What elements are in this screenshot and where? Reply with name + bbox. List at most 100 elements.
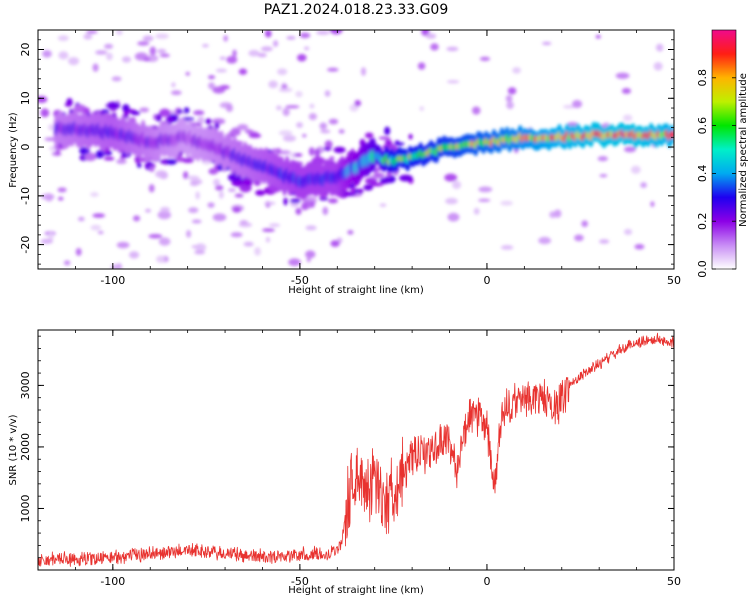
colorbar-ticks: 0.0 0.2 0.4 0.6 0.8 [696,69,736,278]
spectrogram-cell [202,44,209,48]
spectrogram-cell [92,63,99,72]
spectrogram-cell [399,174,413,182]
spectrogram-cell [444,173,458,182]
spectrogram-cell [303,46,310,51]
spectrogram-cell [228,188,236,192]
spectrogram-cell [183,107,190,114]
spectrogram-cell [387,145,398,149]
spectrogram-cell [208,75,216,80]
spectrogram-cell [73,104,87,113]
spectrogram-cell [446,46,459,52]
spectrogram-cell [319,122,328,130]
x-tick-label: -50 [291,274,309,287]
snr-plot-area [38,330,674,570]
spectrogram-cell [419,106,425,111]
spectrogram-cell [507,87,517,95]
spectrogram-cell [213,178,221,186]
spectrogram-cell [90,224,102,231]
spectrogram-cell [103,156,115,161]
x-tick-label: 0 [483,274,490,287]
spectrogram-cell [347,230,354,235]
spectrogram-cell [500,200,513,206]
spectrogram-cell [218,190,224,199]
colorbar-gradient [712,30,736,269]
spectrogram-cell [171,82,176,88]
spectrogram-cell [563,104,576,109]
spectrogram-cell [40,238,53,244]
spectrogram-cell [333,146,346,154]
spectrogram-cell [215,185,224,191]
spectrogram-cell [160,206,170,213]
spectrogram-cell [299,32,311,39]
spectrogram-cell [452,180,462,190]
spectrogram-cell [264,30,272,38]
snr-chart: -100 -50 0 50 1000 2000 3000 Height of straigh… [8,329,681,596]
spectrogram-cell [354,100,362,107]
spectrogram-cell [282,107,290,117]
spectrogram-cell [277,68,288,76]
colorbar-frame [711,29,737,270]
x-tick-label: -100 [100,575,125,588]
spectrogram-cell [386,170,392,178]
spectrogram-cell [554,209,562,218]
spectrogram-cell [57,196,64,201]
spectrogram-cell [219,56,226,60]
spectrogram-cell [360,67,366,76]
spectrogram-cell [472,106,481,115]
spectrogram-cell [393,171,398,176]
spectrogram-cell [239,220,248,225]
spectrogram-cell [159,53,170,58]
spectrogram-cell [92,213,106,218]
spectrogram-cell [155,170,168,178]
spectrogram-cell [363,184,374,191]
spectrogram-cell [268,80,278,89]
spectrogram-cell [148,233,163,239]
spectrogram-cell [214,122,220,130]
spectrogram-cell [378,136,391,140]
spectrogram-cell [106,52,113,61]
spectrogram-cell [394,142,405,146]
spectrogram-cell [623,114,633,122]
spectrogram-cell [506,101,514,110]
spectrogram-cell [293,153,303,157]
spectrogram-cell [623,228,633,236]
spectrogram-cell [306,257,311,263]
spectrogram-cell [204,118,212,125]
spectrogram-cell [90,192,99,197]
colorbar-label: Normalized spectral amplitude [738,73,749,227]
spectrogram-cell [155,113,162,122]
spectrogram-cell [430,43,439,51]
y-tick-label: 2000 [19,433,32,461]
spectrogram-cell [566,122,579,127]
spectrogram-cell [265,236,270,243]
spectrogram-cell [296,122,303,129]
spectrogram-cell [350,187,356,194]
spectrogram-cell [232,49,237,58]
spectrogram-cell [234,193,244,198]
x-tick-label: 50 [667,274,681,287]
spectrogram-cell [243,241,254,247]
spectrogram-cell [45,193,54,202]
spectrogram-cell [285,105,300,109]
spectrogram-cell [149,166,155,173]
spectrogram-cell [599,239,610,244]
spectrogram-cell [157,210,172,220]
spectrogram-cell [327,67,339,72]
spectrogram-cell [445,197,458,205]
colorbar-tick-label: 0.4 [696,165,709,183]
spectrogram-cell [281,84,288,89]
spectrogram-cell [273,40,279,47]
spectrogram-cell [194,250,206,255]
y-tick-label: 20 [19,43,32,57]
spectrogram-cell [130,110,141,116]
spectrogram-cell [301,202,309,211]
spectrogram-cell [581,220,589,228]
spectrogram-cell [330,240,340,248]
spectrogram-cell [322,206,329,216]
spectrogram-cell [227,173,242,182]
spectrogram-cell [338,129,345,134]
spectrogram-cell [316,30,330,35]
spectrogram-cell [95,50,108,55]
